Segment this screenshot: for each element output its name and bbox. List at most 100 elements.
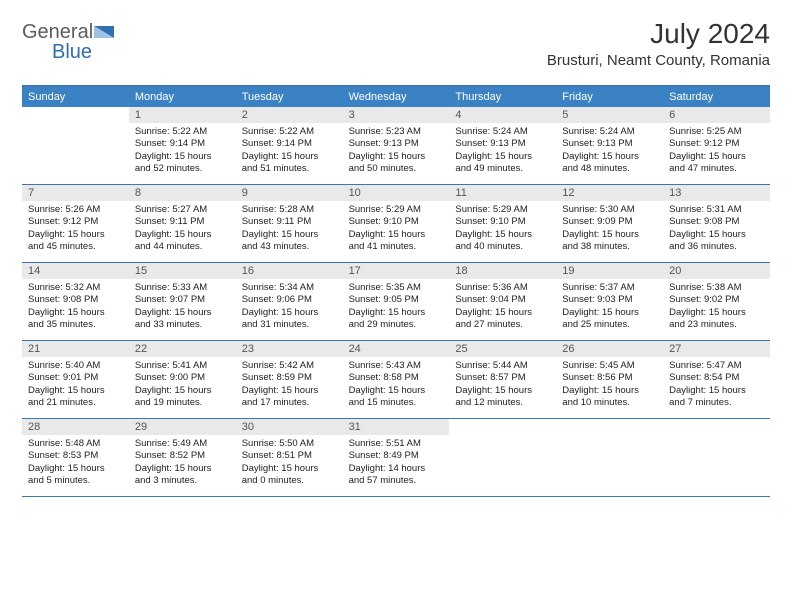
sunrise-line: Sunrise: 5:48 AM: [28, 438, 123, 450]
sunrise-line: Sunrise: 5:34 AM: [242, 282, 337, 294]
day-body: Sunrise: 5:25 AMSunset: 9:12 PMDaylight:…: [663, 123, 770, 179]
daylight-line: Daylight: 15 hours and 50 minutes.: [349, 151, 444, 176]
sunrise-line: Sunrise: 5:29 AM: [349, 204, 444, 216]
sunrise-line: Sunrise: 5:35 AM: [349, 282, 444, 294]
sunrise-line: Sunrise: 5:36 AM: [455, 282, 550, 294]
sunrise-line: Sunrise: 5:31 AM: [669, 204, 764, 216]
sunrise-line: Sunrise: 5:23 AM: [349, 126, 444, 138]
day-number: 28: [22, 419, 129, 435]
sunset-line: Sunset: 8:59 PM: [242, 372, 337, 384]
calendar-cell: 7Sunrise: 5:26 AMSunset: 9:12 PMDaylight…: [22, 185, 129, 263]
calendar-cell: 22Sunrise: 5:41 AMSunset: 9:00 PMDayligh…: [129, 341, 236, 419]
sunrise-line: Sunrise: 5:45 AM: [562, 360, 657, 372]
daylight-line: Daylight: 15 hours and 40 minutes.: [455, 229, 550, 254]
sunset-line: Sunset: 9:06 PM: [242, 294, 337, 306]
sunset-line: Sunset: 9:03 PM: [562, 294, 657, 306]
daylight-line: Daylight: 15 hours and 44 minutes.: [135, 229, 230, 254]
day-body: Sunrise: 5:48 AMSunset: 8:53 PMDaylight:…: [22, 435, 129, 491]
sunset-line: Sunset: 9:09 PM: [562, 216, 657, 228]
daylight-line: Daylight: 15 hours and 19 minutes.: [135, 385, 230, 410]
calendar-cell: 11Sunrise: 5:29 AMSunset: 9:10 PMDayligh…: [449, 185, 556, 263]
day-body: Sunrise: 5:29 AMSunset: 9:10 PMDaylight:…: [449, 201, 556, 257]
day-body: Sunrise: 5:22 AMSunset: 9:14 PMDaylight:…: [236, 123, 343, 179]
sunrise-line: Sunrise: 5:51 AM: [349, 438, 444, 450]
calendar-cell: 31Sunrise: 5:51 AMSunset: 8:49 PMDayligh…: [343, 419, 450, 497]
sunrise-line: Sunrise: 5:43 AM: [349, 360, 444, 372]
day-body: Sunrise: 5:32 AMSunset: 9:08 PMDaylight:…: [22, 279, 129, 335]
sunrise-line: Sunrise: 5:37 AM: [562, 282, 657, 294]
page-header: General Blue July 2024 Brusturi, Neamt C…: [22, 18, 770, 69]
weekday-header: Thursday: [449, 87, 556, 107]
daylight-line: Daylight: 15 hours and 43 minutes.: [242, 229, 337, 254]
calendar-cell: 28Sunrise: 5:48 AMSunset: 8:53 PMDayligh…: [22, 419, 129, 497]
title-block: July 2024 Brusturi, Neamt County, Romani…: [547, 18, 770, 69]
day-body: Sunrise: 5:44 AMSunset: 8:57 PMDaylight:…: [449, 357, 556, 413]
sunset-line: Sunset: 8:49 PM: [349, 450, 444, 462]
daylight-line: Daylight: 15 hours and 35 minutes.: [28, 307, 123, 332]
sunset-line: Sunset: 8:57 PM: [455, 372, 550, 384]
calendar-cell: 17 Sunrise: 5:35 AMSunset: 9:05 PMDayligh…: [343, 263, 450, 341]
daylight-line: Daylight: 14 hours and 57 minutes.: [349, 463, 444, 488]
day-number: 21: [22, 341, 129, 357]
logo: General Blue: [22, 18, 142, 62]
calendar-cell: 12Sunrise: 5:30 AMSunset: 9:09 PMDayligh…: [556, 185, 663, 263]
day-body: Sunrise: 5:49 AMSunset: 8:52 PMDaylight:…: [129, 435, 236, 491]
day-body: Sunrise: 5:51 AMSunset: 8:49 PMDaylight:…: [343, 435, 450, 491]
day-number: 8: [129, 185, 236, 201]
calendar-cell: 24Sunrise: 5:43 AMSunset: 8:58 PMDayligh…: [343, 341, 450, 419]
day-number: 25: [449, 341, 556, 357]
day-number: 24: [343, 341, 450, 357]
day-body: Sunrise: 5:31 AMSunset: 9:08 PMDaylight:…: [663, 201, 770, 257]
calendar-cell: 23Sunrise: 5:42 AMSunset: 8:59 PMDayligh…: [236, 341, 343, 419]
calendar-cell-empty: [663, 419, 770, 497]
generalblue-logo-icon: General Blue: [22, 18, 142, 62]
calendar-cell: 2Sunrise: 5:22 AMSunset: 9:14 PMDaylight…: [236, 107, 343, 185]
daylight-line: Daylight: 15 hours and 29 minutes.: [349, 307, 444, 332]
day-number: 26: [556, 341, 663, 357]
day-number: 13: [663, 185, 770, 201]
day-number: 29: [129, 419, 236, 435]
daylight-line: Daylight: 15 hours and 21 minutes.: [28, 385, 123, 410]
sunrise-line: Sunrise: 5:22 AM: [242, 126, 337, 138]
calendar-cell: 10 Sunrise: 5:29 AMSunset: 9:10 PMDayligh…: [343, 185, 450, 263]
day-number: 17: [343, 263, 450, 279]
sunset-line: Sunset: 9:12 PM: [28, 216, 123, 228]
weekday-header: Wednesday: [343, 87, 450, 107]
calendar-cell: 26Sunrise: 5:45 AMSunset: 8:56 PMDayligh…: [556, 341, 663, 419]
day-body: Sunrise: 5:42 AMSunset: 8:59 PMDaylight:…: [236, 357, 343, 413]
day-number: 10: [343, 185, 450, 201]
daylight-line: Daylight: 15 hours and 31 minutes.: [242, 307, 337, 332]
logo-text-blue: Blue: [52, 41, 92, 62]
calendar-cell: 1Sunrise: 5:22 AMSunset: 9:14 PMDaylight…: [129, 107, 236, 185]
sunrise-line: Sunrise: 5:25 AM: [669, 126, 764, 138]
day-body: Sunrise: 5:38 AMSunset: 9:02 PMDaylight:…: [663, 279, 770, 335]
calendar-cell: 30Sunrise: 5:50 AMSunset: 8:51 PMDayligh…: [236, 419, 343, 497]
daylight-line: Daylight: 15 hours and 7 minutes.: [669, 385, 764, 410]
weekday-header: Saturday: [663, 87, 770, 107]
day-number: 1: [129, 107, 236, 123]
day-number: 3: [343, 107, 450, 123]
calendar-cell: 18Sunrise: 5:36 AMSunset: 9:04 PMDayligh…: [449, 263, 556, 341]
day-number: 14: [22, 263, 129, 279]
sunrise-line: Sunrise: 5:24 AM: [455, 126, 550, 138]
sunrise-line: Sunrise: 5:44 AM: [455, 360, 550, 372]
daylight-line: Daylight: 15 hours and 10 minutes.: [562, 385, 657, 410]
calendar-cell: 29Sunrise: 5:49 AMSunset: 8:52 PMDayligh…: [129, 419, 236, 497]
daylight-line: Daylight: 15 hours and 45 minutes.: [28, 229, 123, 254]
sunrise-line: Sunrise: 5:28 AM: [242, 204, 337, 216]
day-number: 5: [556, 107, 663, 123]
sunset-line: Sunset: 9:14 PM: [135, 138, 230, 150]
day-body: Sunrise: 5:43 AMSunset: 8:58 PMDaylight:…: [343, 357, 450, 413]
sunset-line: Sunset: 9:12 PM: [669, 138, 764, 150]
sunrise-line: Sunrise: 5:41 AM: [135, 360, 230, 372]
logo-text-general: General: [22, 21, 93, 43]
sunset-line: Sunset: 9:05 PM: [349, 294, 444, 306]
day-number: 31: [343, 419, 450, 435]
sunset-line: Sunset: 9:10 PM: [349, 216, 444, 228]
daylight-line: Daylight: 15 hours and 38 minutes.: [562, 229, 657, 254]
day-number: 7: [22, 185, 129, 201]
sunrise-line: Sunrise: 5:29 AM: [455, 204, 550, 216]
calendar-cell: 25Sunrise: 5:44 AMSunset: 8:57 PMDayligh…: [449, 341, 556, 419]
calendar-cell: 27Sunrise: 5:47 AMSunset: 8:54 PMDayligh…: [663, 341, 770, 419]
daylight-line: Daylight: 15 hours and 41 minutes.: [349, 229, 444, 254]
